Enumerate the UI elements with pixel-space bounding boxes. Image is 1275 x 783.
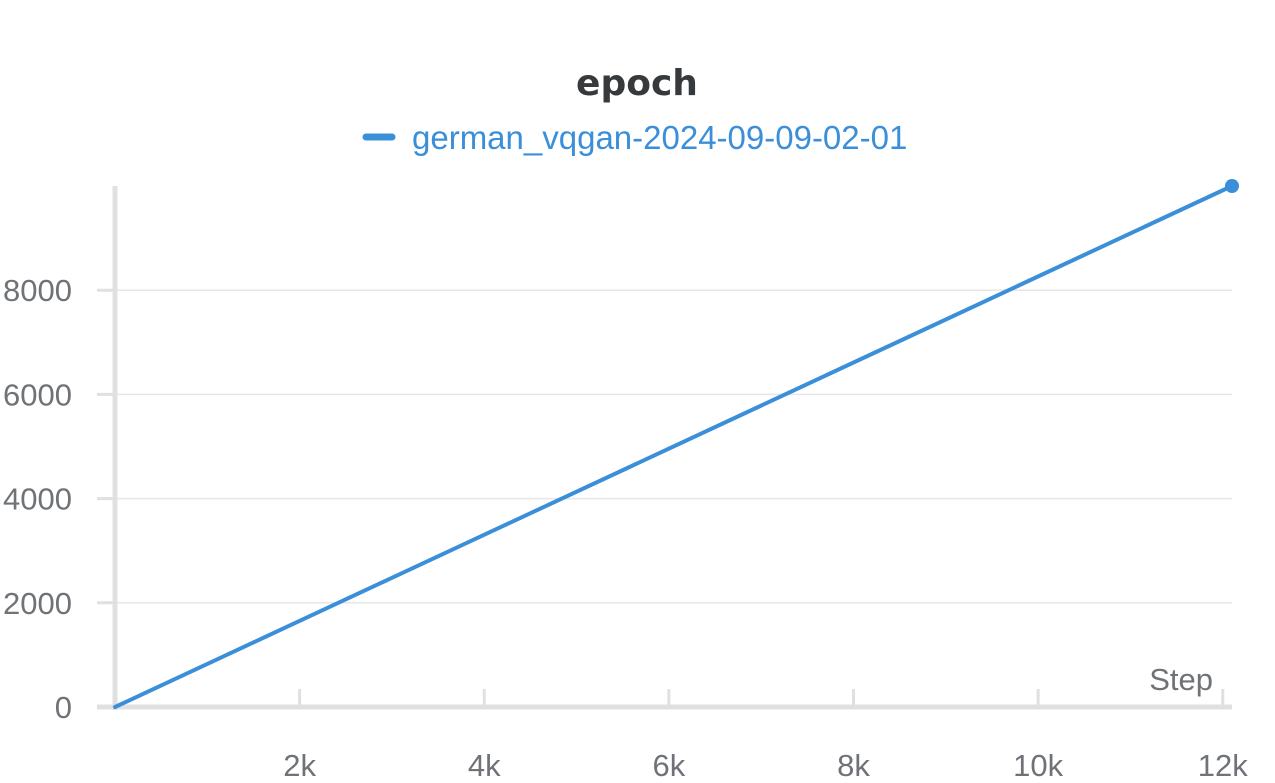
- legend-entry-label[interactable]: german_vqgan-2024-09-09-02-01: [412, 119, 907, 156]
- x-tick-label: 2k: [283, 748, 316, 783]
- x-axis-label: Step: [1149, 662, 1213, 697]
- series-line: [113, 184, 1234, 709]
- x-tick-label: 12k: [1198, 748, 1248, 783]
- series: [113, 179, 1239, 709]
- axes: [97, 186, 1232, 710]
- x-tick-label: 6k: [653, 748, 686, 783]
- y-tick-label: 0: [55, 690, 72, 725]
- grid-lines: [115, 289, 1232, 604]
- y-tick-label: 8000: [3, 273, 72, 308]
- y-axis-tick-labels: 0 2000 4000 6000 8000: [3, 273, 72, 725]
- series-end-point[interactable]: [1225, 179, 1239, 193]
- chart-title: epoch: [576, 63, 698, 104]
- x-tick-label: 8k: [837, 748, 870, 783]
- y-tick-label: 2000: [3, 586, 72, 621]
- legend: german_vqgan-2024-09-09-02-01: [362, 119, 907, 156]
- y-tick-label: 6000: [3, 377, 72, 412]
- x-tick-label: 4k: [468, 748, 501, 783]
- y-tick-label: 4000: [3, 482, 72, 517]
- x-tick-label: 10k: [1013, 748, 1063, 783]
- x-axis-tick-labels: 2k 4k 6k 8k 10k 12k: [283, 748, 1248, 783]
